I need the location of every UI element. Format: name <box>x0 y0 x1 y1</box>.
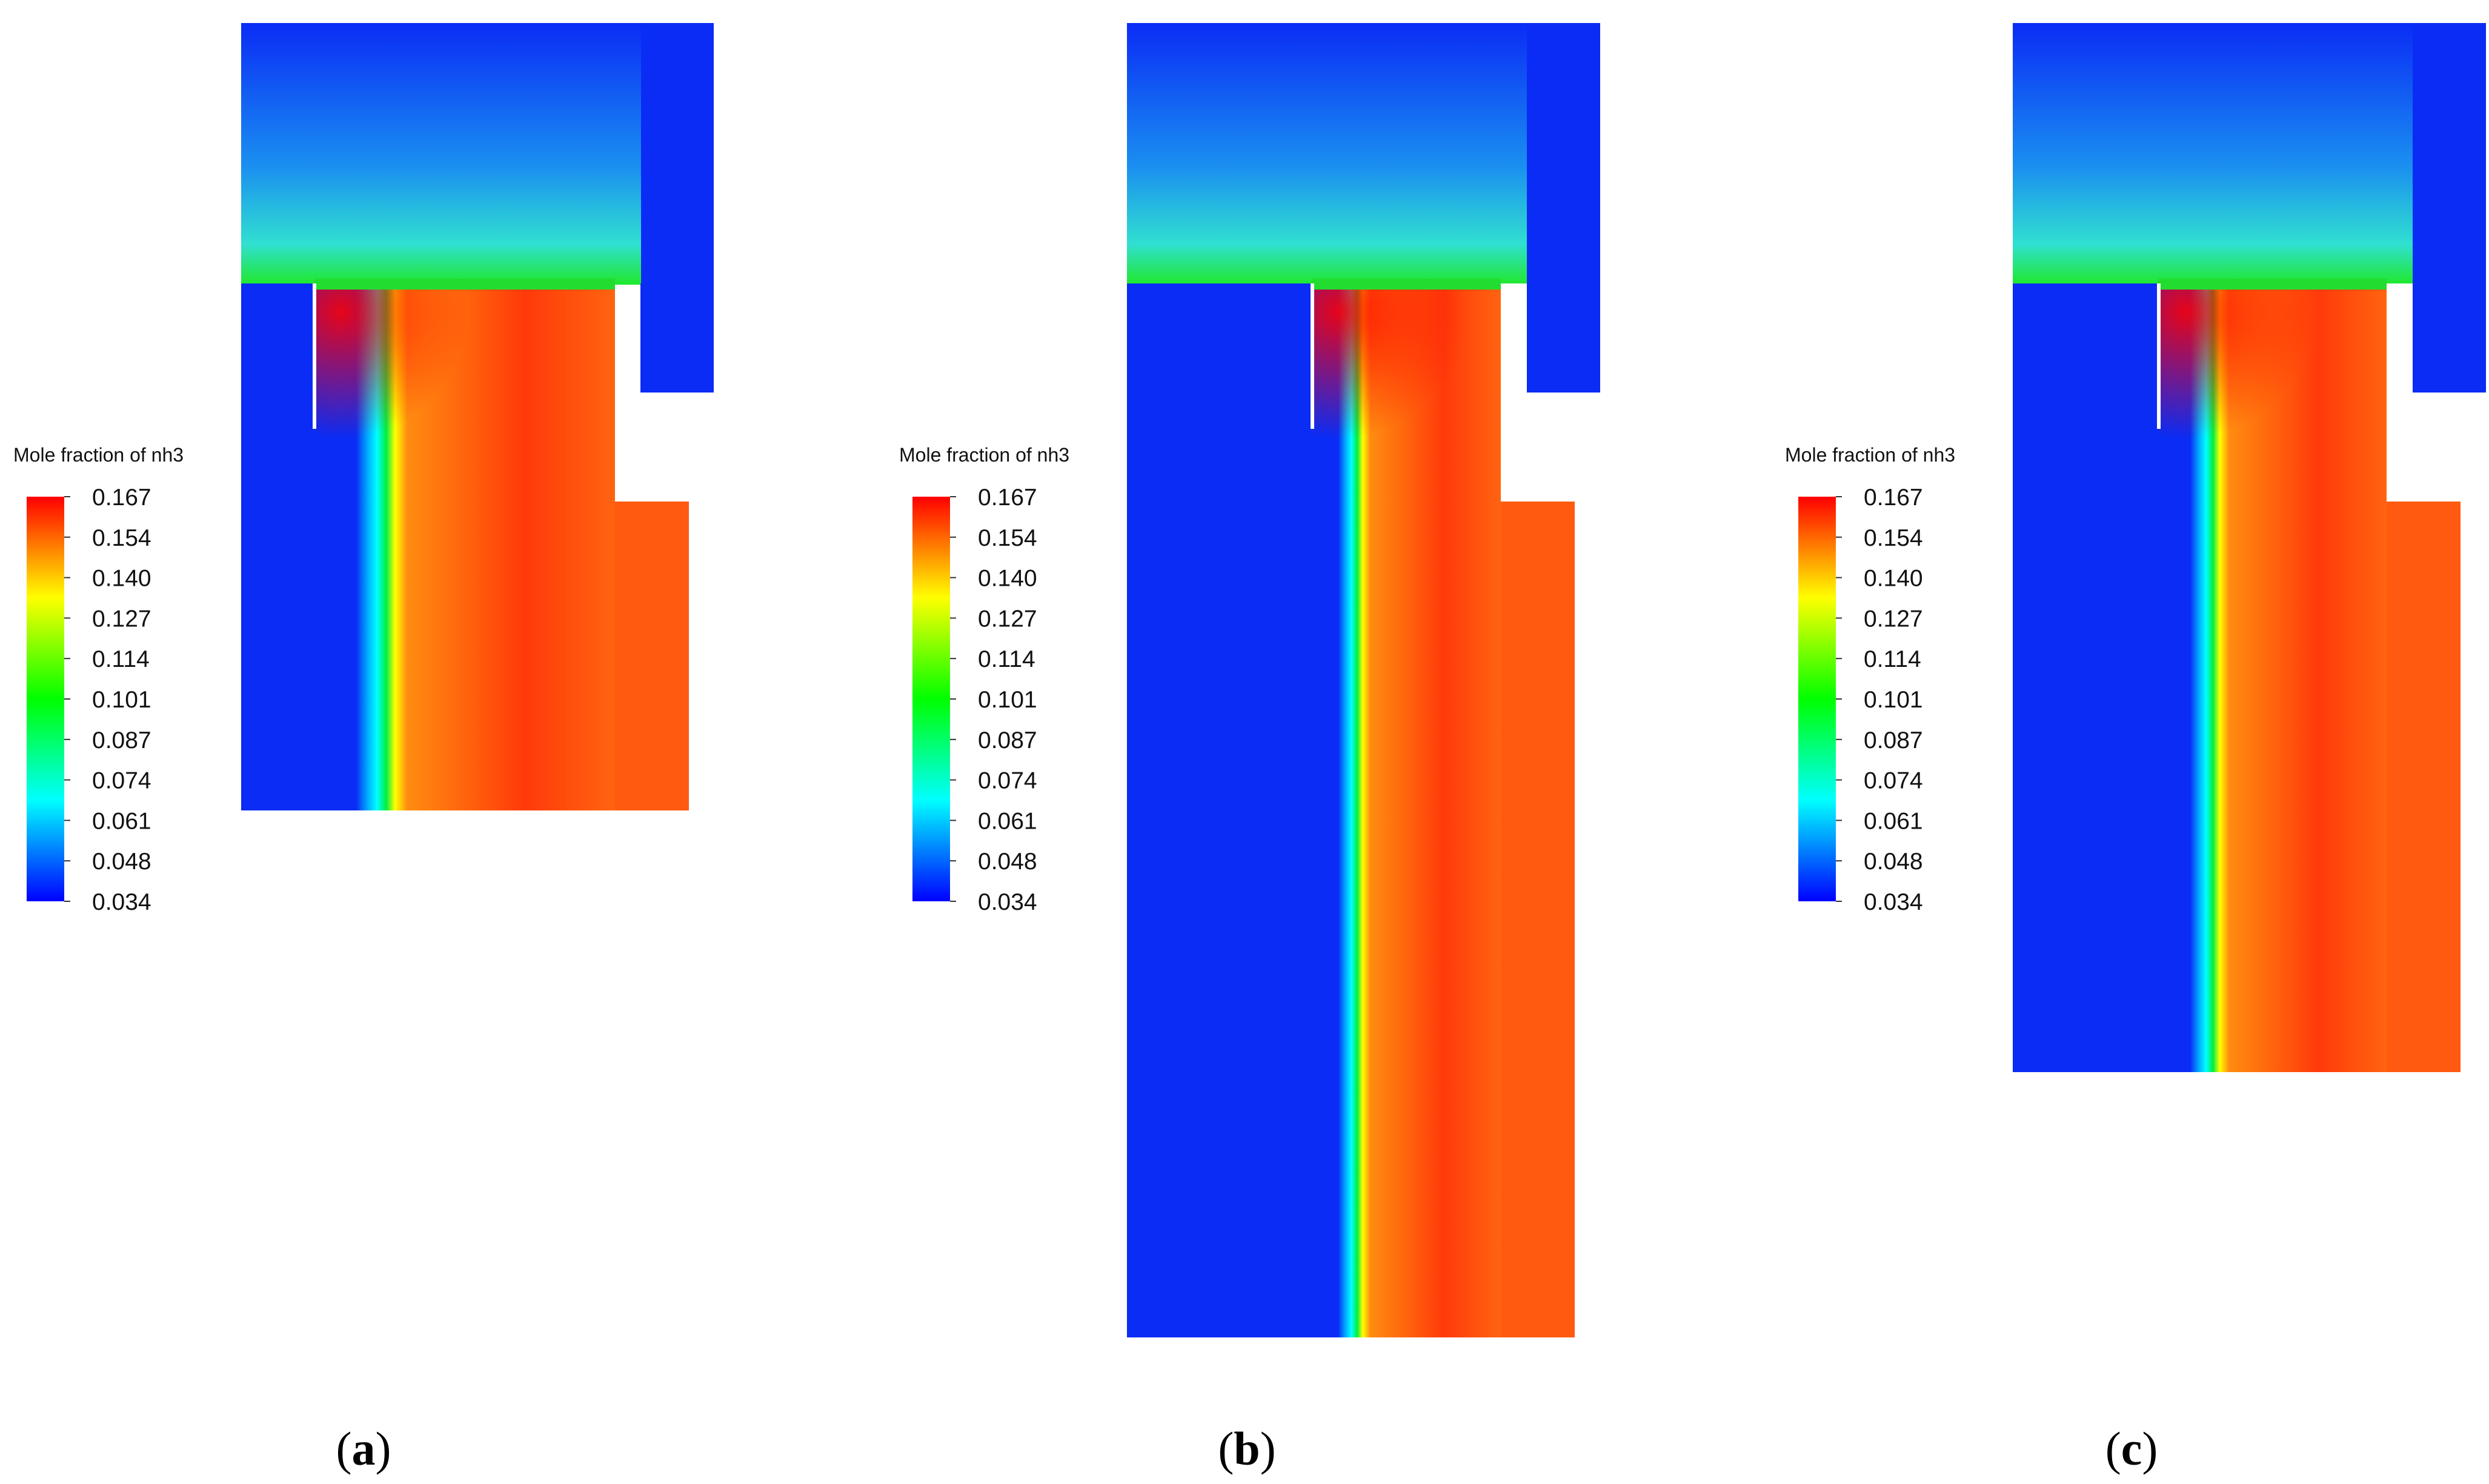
panel-label-a: (a) <box>336 1422 391 1475</box>
notch-cutout-top <box>1501 285 1527 502</box>
interface-band <box>2158 279 2387 290</box>
contour-step-body <box>2387 502 2461 1072</box>
contour-hotspot <box>314 285 496 466</box>
inlet-wall <box>2157 283 2161 429</box>
colorbar-tick-label: 0.154 <box>92 525 151 551</box>
interface-band <box>1312 279 1501 290</box>
colorbar-tick-label: 0.154 <box>1864 525 1923 551</box>
contour-right-lip <box>640 23 714 393</box>
colorbar-tick-label: 0.061 <box>92 808 151 834</box>
colorbar-tick-label: 0.114 <box>92 646 150 672</box>
colorbar-tick-label: 0.101 <box>1864 687 1923 713</box>
colorbar-tick-label: 0.127 <box>1864 606 1923 632</box>
colorbar-tick-label: 0.034 <box>978 889 1037 915</box>
colorbars: Mole fraction of nh3 0.167 0.154 0.140 0.127… <box>13 444 1955 915</box>
contour-hotspot <box>2158 285 2340 466</box>
colorbar-tick-label: 0.074 <box>1864 768 1923 794</box>
colorbar-tick-label: 0.127 <box>978 606 1037 632</box>
notch-cutout-side <box>2413 393 2461 502</box>
colorbar-tick-label: 0.140 <box>1864 566 1923 592</box>
notch-cutout-top <box>2387 285 2413 502</box>
contour-step-body <box>615 502 689 810</box>
colorbar-tick-label: 0.127 <box>92 606 151 632</box>
colorbar-tick-label: 0.061 <box>1864 808 1923 834</box>
colorbar-tick-label: 0.114 <box>1864 646 1921 672</box>
colorbar-gradient <box>27 497 64 901</box>
panel-a <box>241 23 714 810</box>
colorbar-tick-label: 0.154 <box>978 525 1037 551</box>
panel-label-c: (c) <box>2105 1422 2158 1475</box>
colorbar-tick-label: 0.034 <box>92 889 151 915</box>
colorbar-gradient <box>1798 497 1836 901</box>
panel-b <box>1127 23 1600 1337</box>
colorbar: Mole fraction of nh3 0.167 0.154 0.140 0.127… <box>1785 444 1955 915</box>
colorbar: Mole fraction of nh3 0.167 0.154 0.140 0.127… <box>13 444 184 915</box>
panel-label-b: (b) <box>1218 1422 1275 1475</box>
colorbar-title: Mole fraction of nh3 <box>13 444 184 466</box>
contour-right-lip <box>1527 23 1600 393</box>
contour-upper-domain <box>241 23 641 283</box>
colorbar-tick-label: 0.048 <box>92 849 151 875</box>
notch-cutout-side <box>1527 393 1575 502</box>
colorbar-tick-label: 0.074 <box>978 768 1037 794</box>
contour-upper-domain <box>2013 23 2413 283</box>
colorbar-tick-label: 0.087 <box>1864 727 1923 754</box>
colorbar-tick-label: 0.114 <box>978 646 1035 672</box>
colorbar-tick-label: 0.167 <box>978 485 1037 511</box>
contour-right-lip <box>2413 23 2486 393</box>
inlet-wall <box>313 283 316 429</box>
colorbar-tick-label: 0.101 <box>978 687 1037 713</box>
interface-band <box>314 279 615 290</box>
colorbar-tick-label: 0.048 <box>978 849 1037 875</box>
notch-cutout-side <box>640 393 689 502</box>
colorbar-tick-label: 0.167 <box>92 485 151 511</box>
colorbar-title: Mole fraction of nh3 <box>1785 444 1955 466</box>
colorbar-gradient <box>912 497 950 901</box>
colorbar-tick-label: 0.087 <box>92 727 151 754</box>
contour-left-column <box>1127 283 1312 1337</box>
colorbar-tick-label: 0.101 <box>92 687 151 713</box>
contour-hotspot <box>1312 285 1494 466</box>
contour-left-column <box>241 283 314 810</box>
inlet-wall <box>1311 283 1314 429</box>
colorbar-tick-label: 0.061 <box>978 808 1037 834</box>
colorbar-title: Mole fraction of nh3 <box>899 444 1069 466</box>
contour-step-body <box>1501 502 1575 1337</box>
contour-upper-domain <box>1127 23 1527 283</box>
panel-c <box>2013 23 2486 1072</box>
contour-left-column <box>2013 283 2158 1072</box>
colorbar-tick-label: 0.074 <box>92 768 151 794</box>
colorbar-tick-label: 0.140 <box>978 566 1037 592</box>
colorbar-tick-label: 0.140 <box>92 566 151 592</box>
colorbar: Mole fraction of nh3 0.167 0.154 0.140 0.127… <box>899 444 1069 915</box>
colorbar-tick-label: 0.087 <box>978 727 1037 754</box>
notch-cutout-top <box>615 285 640 502</box>
colorbar-tick-label: 0.034 <box>1864 889 1923 915</box>
colorbar-tick-label: 0.048 <box>1864 849 1923 875</box>
colorbar-tick-label: 0.167 <box>1864 485 1923 511</box>
